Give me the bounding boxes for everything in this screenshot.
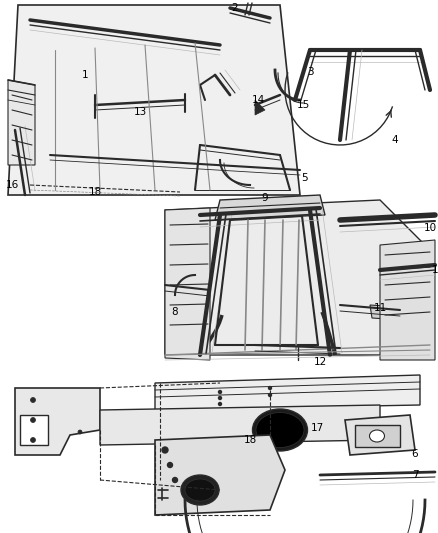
Ellipse shape <box>162 447 168 453</box>
Polygon shape <box>15 388 100 455</box>
Ellipse shape <box>219 391 222 393</box>
Text: 5: 5 <box>302 173 308 183</box>
Polygon shape <box>370 305 402 320</box>
Ellipse shape <box>31 417 35 423</box>
Polygon shape <box>215 195 325 220</box>
Ellipse shape <box>219 397 222 400</box>
Text: 16: 16 <box>5 180 19 190</box>
Bar <box>355 425 400 447</box>
Polygon shape <box>165 208 210 360</box>
Polygon shape <box>155 435 285 515</box>
Polygon shape <box>8 5 300 195</box>
Ellipse shape <box>370 430 385 442</box>
Text: 13: 13 <box>134 107 147 117</box>
Ellipse shape <box>181 475 219 505</box>
Text: 15: 15 <box>297 100 310 110</box>
Ellipse shape <box>173 478 177 482</box>
Text: 17: 17 <box>311 423 324 433</box>
Polygon shape <box>165 200 430 355</box>
Text: 6: 6 <box>412 449 418 459</box>
Ellipse shape <box>268 386 272 390</box>
Text: 3: 3 <box>307 67 313 77</box>
Ellipse shape <box>31 398 35 402</box>
Text: 1: 1 <box>82 70 88 80</box>
Text: 9: 9 <box>261 193 268 203</box>
Ellipse shape <box>185 479 215 501</box>
Polygon shape <box>345 415 415 455</box>
Text: 12: 12 <box>313 357 327 367</box>
Polygon shape <box>255 100 265 115</box>
Ellipse shape <box>256 413 304 448</box>
Ellipse shape <box>31 438 35 442</box>
Text: 14: 14 <box>251 95 265 105</box>
Bar <box>20 415 48 445</box>
Ellipse shape <box>167 463 173 467</box>
Text: 18: 18 <box>244 435 257 445</box>
Ellipse shape <box>78 430 82 434</box>
Ellipse shape <box>252 409 307 451</box>
Text: 11: 11 <box>373 303 387 313</box>
Text: 10: 10 <box>424 223 437 233</box>
Ellipse shape <box>219 402 222 406</box>
Polygon shape <box>100 405 380 445</box>
Polygon shape <box>155 375 420 410</box>
Text: 2: 2 <box>232 3 238 13</box>
Text: 7: 7 <box>412 470 418 480</box>
Text: 4: 4 <box>392 135 398 145</box>
Polygon shape <box>8 80 35 165</box>
Polygon shape <box>380 240 435 360</box>
Ellipse shape <box>268 393 272 397</box>
Text: 8: 8 <box>172 307 178 317</box>
Text: 18: 18 <box>88 187 102 197</box>
Text: 1: 1 <box>432 265 438 275</box>
